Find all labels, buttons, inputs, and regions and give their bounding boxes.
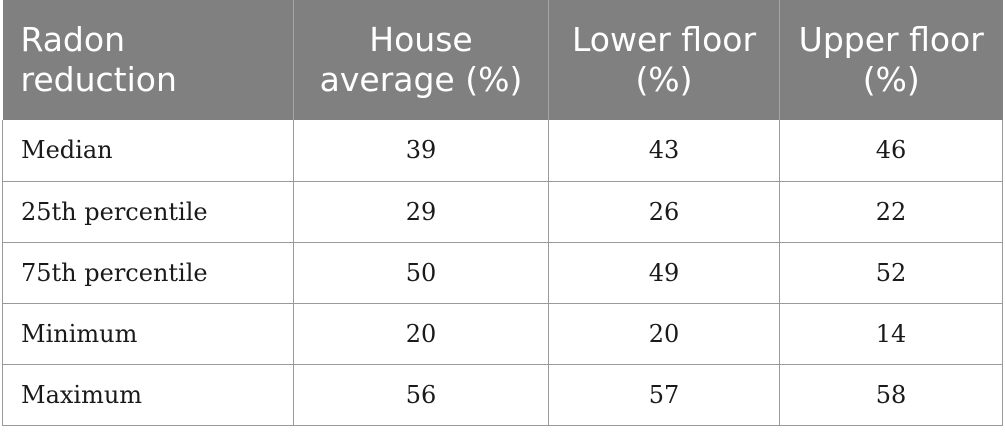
header-radon-reduction: Radon reduction xyxy=(2,0,294,120)
cell-upper-floor: 22 xyxy=(779,181,1003,243)
cell-house-average: 39 xyxy=(293,120,549,182)
row-label: Minimum xyxy=(2,303,294,365)
table-row: 75th percentile 50 49 52 xyxy=(2,242,1003,304)
cell-lower-floor: 20 xyxy=(548,303,780,365)
cell-lower-floor: 57 xyxy=(548,364,780,426)
header-house-average: House average (%) xyxy=(293,0,549,120)
table-row: Median 39 43 46 xyxy=(2,120,1003,182)
cell-lower-floor: 49 xyxy=(548,242,780,304)
radon-reduction-table: Radon reduction House average (%) Lower … xyxy=(2,0,1003,426)
header-upper-floor: Upper floor (%) xyxy=(779,0,1003,120)
table-body: Median 39 43 46 25th percentile 29 26 22… xyxy=(2,120,1003,426)
cell-upper-floor: 52 xyxy=(779,242,1003,304)
cell-house-average: 29 xyxy=(293,181,549,243)
cell-house-average: 20 xyxy=(293,303,549,365)
cell-upper-floor: 58 xyxy=(779,364,1003,426)
cell-lower-floor: 26 xyxy=(548,181,780,243)
table-header: Radon reduction House average (%) Lower … xyxy=(2,0,1003,120)
row-label: 25th percentile xyxy=(2,181,294,243)
cell-house-average: 50 xyxy=(293,242,549,304)
row-label: Maximum xyxy=(2,364,294,426)
cell-upper-floor: 46 xyxy=(779,120,1003,182)
row-label: Median xyxy=(2,120,294,182)
header-row: Radon reduction House average (%) Lower … xyxy=(2,0,1003,120)
table-row: Maximum 56 57 58 xyxy=(2,364,1003,426)
cell-upper-floor: 14 xyxy=(779,303,1003,365)
cell-lower-floor: 43 xyxy=(548,120,780,182)
table-row: 25th percentile 29 26 22 xyxy=(2,181,1003,243)
cell-house-average: 56 xyxy=(293,364,549,426)
row-label: 75th percentile xyxy=(2,242,294,304)
header-lower-floor: Lower floor (%) xyxy=(548,0,780,120)
table-row: Minimum 20 20 14 xyxy=(2,303,1003,365)
